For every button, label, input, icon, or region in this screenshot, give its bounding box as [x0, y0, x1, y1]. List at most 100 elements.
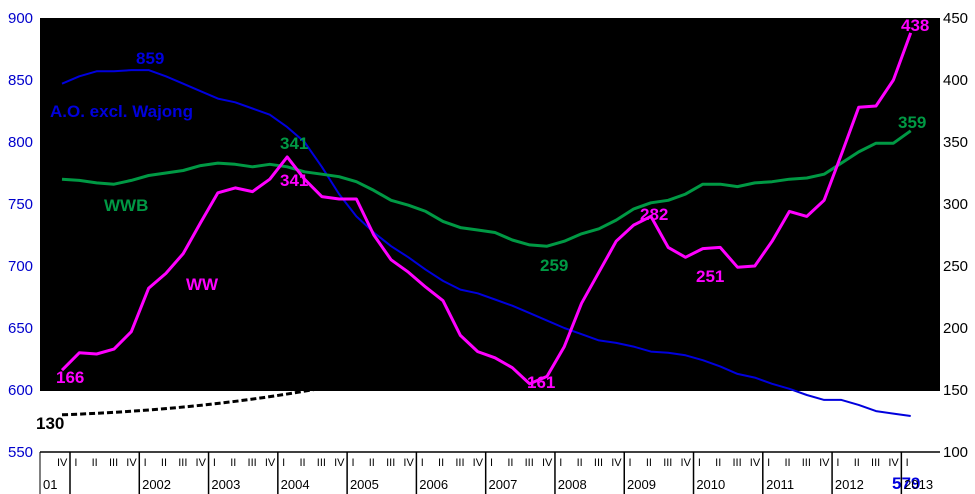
- quarter-label: I: [213, 457, 216, 469]
- quarter-label: II: [230, 457, 236, 469]
- quarter-label: IV: [819, 457, 830, 469]
- quarter-label: IV: [57, 457, 68, 469]
- series-lines: [60, 32, 913, 417]
- quarter-label: II: [299, 457, 305, 469]
- quarter-label: II: [92, 457, 98, 469]
- quarter-label: II: [784, 457, 790, 469]
- annotation-label: 341: [280, 171, 308, 190]
- quarter-label: IV: [888, 457, 899, 469]
- left-tick-label: 800: [8, 134, 33, 151]
- right-tick-label: 100: [943, 444, 968, 461]
- dashed-series-line: [61, 376, 375, 417]
- annotation-label: 341: [280, 134, 308, 153]
- quarter-label: I: [559, 457, 562, 469]
- annotation-label: WW: [186, 275, 219, 294]
- quarter-label: III: [109, 457, 118, 469]
- year-label: 2006: [419, 477, 448, 492]
- quarter-label: II: [646, 457, 652, 469]
- year-label: 01: [43, 477, 57, 492]
- x-axis: IV I II III IV I II III IV I II III IV I II III IV I II III…: [39, 451, 940, 494]
- year-label: 2004: [281, 477, 310, 492]
- quarter-label: III: [594, 457, 603, 469]
- right-tick-label: 450: [943, 10, 968, 27]
- quarter-label: IV: [334, 457, 345, 469]
- annotation-label: 166: [56, 368, 84, 387]
- left-tick-label: 850: [8, 72, 33, 89]
- quarter-label: I: [74, 457, 77, 469]
- annotation-label: 130: [36, 414, 64, 433]
- quarter-label: III: [455, 457, 464, 469]
- quarter-label: IV: [196, 457, 207, 469]
- year-label: 2005: [350, 477, 379, 492]
- year-label: 2002: [142, 477, 171, 492]
- left-tick-label: 650: [8, 320, 33, 337]
- right-tick-label: 400: [943, 72, 968, 89]
- quarter-label: III: [178, 457, 187, 469]
- quarter-label: I: [351, 457, 354, 469]
- year-label: 2008: [558, 477, 587, 492]
- annotation-label: 859: [136, 49, 164, 68]
- quarter-label: III: [663, 457, 672, 469]
- series-line-a-o-excl-wajong: [61, 69, 911, 417]
- quarter-label: III: [802, 457, 811, 469]
- quarter-label: I: [698, 457, 701, 469]
- quarter-label: I: [282, 457, 285, 469]
- quarter-label: IV: [265, 457, 276, 469]
- annotation-label: 161: [527, 373, 555, 392]
- annotation-label: 282: [640, 205, 668, 224]
- series-line-wwb: [61, 129, 912, 248]
- left-tick-label: 900: [8, 10, 33, 27]
- quarter-label: I: [490, 457, 493, 469]
- right-axis: 100 150 200 250 300 350 400 450: [943, 10, 968, 461]
- left-tick-label: 600: [8, 382, 33, 399]
- annotation-label: WWB: [104, 196, 148, 215]
- quarter-label: I: [629, 457, 632, 469]
- quarter-label: III: [525, 457, 534, 469]
- right-tick-label: 150: [943, 382, 968, 399]
- year-label: 2011: [766, 477, 794, 492]
- quarter-label: I: [421, 457, 424, 469]
- quarter-label: III: [317, 457, 326, 469]
- quarter-label: III: [732, 457, 741, 469]
- year-label: 2012: [835, 477, 864, 492]
- left-tick-label: 750: [8, 196, 33, 213]
- dashed-series: [61, 376, 375, 417]
- left-tick-label: 700: [8, 258, 33, 275]
- annotation-label: 359: [898, 113, 926, 132]
- annotations: 859 A.O. excl. Wajong 579 341 WWB 259 359 341 WW…: [36, 16, 929, 493]
- right-tick-label: 350: [943, 134, 968, 151]
- quarter-label: IV: [473, 457, 484, 469]
- quarter-label: I: [144, 457, 147, 469]
- year-label: 2009: [627, 477, 656, 492]
- annotation-label: 251: [696, 267, 724, 286]
- quarter-label: IV: [750, 457, 761, 469]
- quarter-label: I: [906, 457, 909, 469]
- right-tick-label: 250: [943, 258, 968, 275]
- quarter-label: II: [715, 457, 721, 469]
- quarter-label: IV: [681, 457, 692, 469]
- year-label: 2013: [904, 477, 933, 492]
- annotation-label: A.O. excl. Wajong: [50, 102, 193, 121]
- right-tick-label: 300: [943, 196, 968, 213]
- quarter-label: III: [386, 457, 395, 469]
- annotation-label: 259: [540, 256, 568, 275]
- year-label: 2003: [211, 477, 240, 492]
- quarter-label: IV: [403, 457, 414, 469]
- quarter-label: III: [248, 457, 257, 469]
- left-tick-label: 550: [8, 444, 33, 461]
- quarter-label: II: [854, 457, 860, 469]
- series-line-ww: [60, 32, 913, 386]
- annotation-label: 438: [901, 16, 929, 35]
- plot-area: [40, 18, 940, 391]
- quarter-label: IV: [611, 457, 622, 469]
- right-tick-label: 200: [943, 320, 968, 337]
- quarter-label: III: [871, 457, 880, 469]
- quarter-label: IV: [126, 457, 137, 469]
- quarter-label: II: [507, 457, 513, 469]
- quarter-label: II: [577, 457, 583, 469]
- quarter-label: IV: [542, 457, 553, 469]
- year-label: 2010: [696, 477, 725, 492]
- quarter-label: I: [836, 457, 839, 469]
- quarter-label: I: [767, 457, 770, 469]
